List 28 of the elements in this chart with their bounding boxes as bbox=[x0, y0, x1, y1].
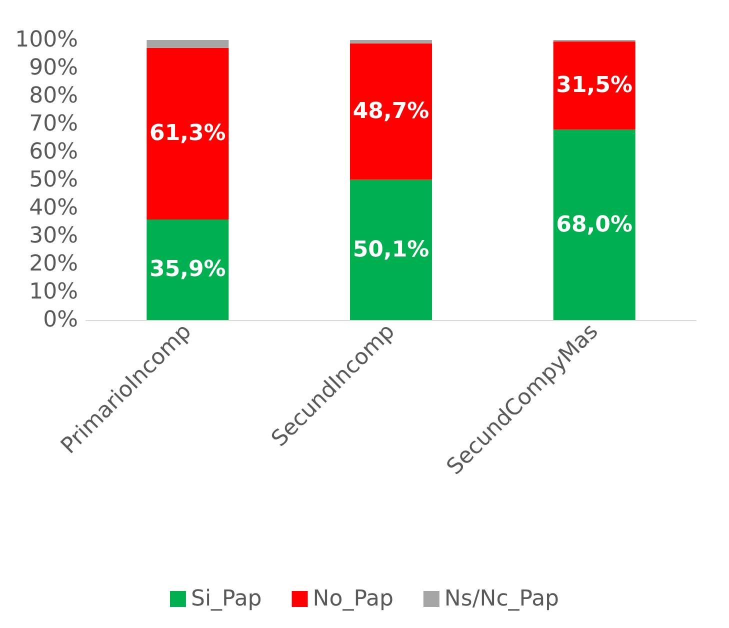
y-tick-label: 0% bbox=[43, 308, 78, 332]
y-tick-label: 50% bbox=[29, 168, 78, 192]
y-tick-label: 70% bbox=[29, 112, 78, 136]
bar bbox=[553, 130, 636, 320]
bar bbox=[350, 40, 432, 44]
bar bbox=[350, 43, 432, 180]
y-tick-label: 100% bbox=[15, 28, 78, 52]
bar bbox=[146, 40, 229, 48]
y-tick-label: 90% bbox=[29, 56, 78, 80]
y-tick-label: 80% bbox=[29, 84, 78, 108]
data-label: 35,9% bbox=[150, 257, 226, 282]
data-label: 31,5% bbox=[556, 73, 632, 98]
legend-label: Si_Pap bbox=[190, 586, 262, 612]
data-label: 50,1% bbox=[352, 237, 430, 262]
y-tick-label: 40% bbox=[29, 196, 78, 220]
y-tick-label: 20% bbox=[29, 252, 78, 276]
bar bbox=[146, 219, 229, 320]
y-tick-label: 10% bbox=[29, 280, 78, 304]
legend-label: No_Pap bbox=[312, 586, 394, 612]
legend-label: Ns/Nc_Pap bbox=[444, 586, 560, 612]
data-label: 68,0% bbox=[556, 212, 632, 238]
data-label: 61,3% bbox=[150, 121, 226, 146]
bar bbox=[553, 41, 636, 130]
bar bbox=[350, 180, 432, 320]
data-label: 48,7% bbox=[352, 99, 430, 124]
y-tick-label: 30% bbox=[29, 224, 78, 248]
bar bbox=[146, 48, 229, 220]
y-tick-label: 60% bbox=[29, 140, 78, 164]
